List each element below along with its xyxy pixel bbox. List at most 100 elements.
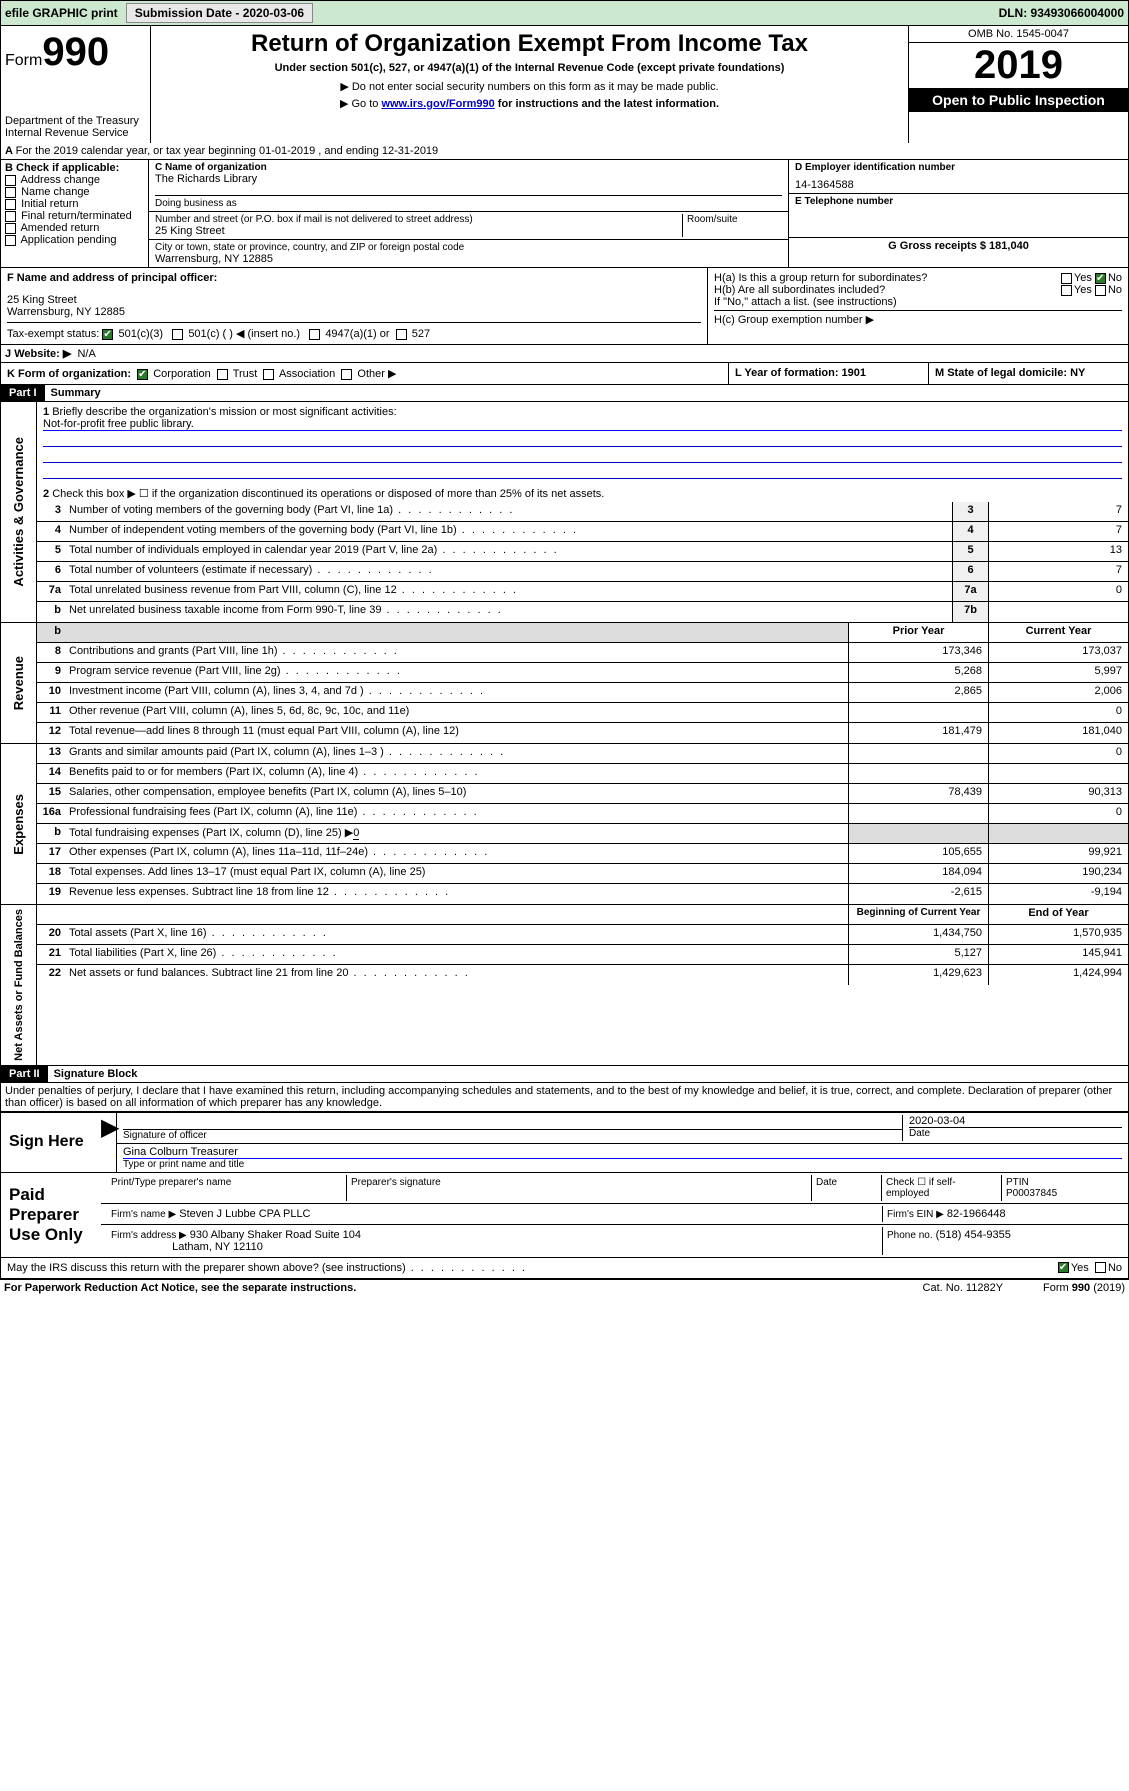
checkbox-501c[interactable]: [172, 329, 183, 340]
discuss-yes[interactable]: [1058, 1262, 1069, 1273]
l16b-desc: Total fundraising expenses (Part IX, col…: [65, 824, 848, 843]
l14-curr: [988, 764, 1128, 783]
k-other[interactable]: [341, 369, 352, 380]
tax-year: 2019: [909, 43, 1128, 88]
line-a-period: A For the 2019 calendar year, or tax yea…: [0, 143, 1129, 160]
l8-curr: 173,037: [988, 643, 1128, 662]
ptin-label: PTIN: [1006, 1177, 1029, 1188]
firm-phone: (518) 454-9355: [936, 1229, 1011, 1241]
checkbox-final-return[interactable]: Final return/terminated: [5, 210, 144, 222]
box-f: F Name and address of principal officer:…: [7, 272, 701, 318]
tax-status-label: Tax-exempt status:: [7, 328, 99, 340]
cb-addr-label: Address change: [20, 174, 100, 186]
hc-label: H(c) Group exemption number ▶: [714, 310, 1122, 326]
phone-label: E Telephone number: [795, 196, 1122, 207]
l6-val: 7: [988, 562, 1128, 581]
checkbox-501c3[interactable]: [102, 329, 113, 340]
l16b-val: 0: [353, 827, 359, 840]
k-label: K Form of organization:: [7, 368, 131, 380]
checkbox-name-change[interactable]: Name change: [5, 186, 144, 198]
page-footer: For Paperwork Reduction Act Notice, see …: [0, 1279, 1129, 1296]
prep-date-label: Date: [812, 1175, 882, 1201]
checkbox-4947[interactable]: [309, 329, 320, 340]
section-fh: F Name and address of principal officer:…: [0, 268, 1129, 345]
checkbox-app-pending[interactable]: Application pending: [5, 234, 144, 246]
checkbox-initial-return[interactable]: Initial return: [5, 198, 144, 210]
firm-ein-label: Firm's EIN ▶: [887, 1209, 944, 1220]
sign-here-label: Sign Here: [1, 1113, 101, 1172]
website-value: N/A: [77, 348, 95, 360]
l18-curr: 190,234: [988, 864, 1128, 883]
l20-prior: 1,434,750: [848, 925, 988, 944]
gross-receipts: G Gross receipts $ 181,040: [888, 240, 1029, 252]
k-assoc-label: Association: [279, 368, 335, 380]
k-corp-label: Corporation: [153, 368, 210, 380]
ha-no[interactable]: [1095, 273, 1106, 284]
line-a-text: For the 2019 calendar year, or tax year …: [16, 145, 439, 157]
l21-curr: 145,941: [988, 945, 1128, 964]
k-assoc[interactable]: [263, 369, 274, 380]
note-goto: ▶ Go to www.irs.gov/Form990 for instruct…: [155, 97, 904, 110]
checkbox-address-change[interactable]: Address change: [5, 174, 144, 186]
side-exp: Expenses: [9, 790, 28, 859]
k-trust-label: Trust: [233, 368, 258, 380]
l17-desc: Other expenses (Part IX, column (A), lin…: [65, 844, 848, 863]
cb-app-label: Application pending: [20, 234, 116, 246]
side-gov: Activities & Governance: [9, 433, 28, 591]
part1-header: Part I Summary: [0, 385, 1129, 402]
form-number: Form990: [5, 30, 146, 75]
l20-curr: 1,570,935: [988, 925, 1128, 944]
footer-right: Form 990 (2019): [1043, 1282, 1125, 1294]
cb-name-label: Name change: [21, 186, 90, 198]
checkbox-amended[interactable]: Amended return: [5, 222, 144, 234]
o-527: 527: [412, 328, 430, 340]
l18-desc: Total expenses. Add lines 13–17 (must eq…: [65, 864, 848, 883]
part2-header: Part II Signature Block: [0, 1066, 1129, 1083]
goto-pre: ▶ Go to: [340, 98, 381, 110]
form-header: Form990 Department of the Treasury Inter…: [0, 26, 1129, 143]
hb-no[interactable]: [1095, 285, 1106, 296]
discuss-no[interactable]: [1095, 1262, 1106, 1273]
l8-desc: Contributions and grants (Part VIII, lin…: [65, 643, 848, 662]
checkbox-527[interactable]: [396, 329, 407, 340]
l10-curr: 2,006: [988, 683, 1128, 702]
l20-desc: Total assets (Part X, line 16): [65, 925, 848, 944]
l7b-desc: Net unrelated business taxable income fr…: [65, 602, 952, 622]
ein-label: D Employer identification number: [795, 162, 1122, 173]
o-501c: 501(c) ( ) ◀ (insert no.): [188, 328, 300, 340]
l13-prior: [848, 744, 988, 763]
perjury-text: Under penalties of perjury, I declare th…: [0, 1083, 1129, 1111]
submission-date-button[interactable]: Submission Date - 2020-03-06: [126, 3, 313, 23]
l21-desc: Total liabilities (Part X, line 26): [65, 945, 848, 964]
hb-yes[interactable]: [1061, 285, 1072, 296]
note-ssn: ▶ Do not enter social security numbers o…: [155, 80, 904, 93]
part2-title: Signature Block: [48, 1066, 144, 1082]
goto-post: for instructions and the latest informat…: [495, 98, 719, 110]
mission-text: Not-for-profit free public library.: [43, 418, 1122, 431]
website-label: Website: ▶: [14, 348, 71, 360]
l9-desc: Program service revenue (Part VIII, line…: [65, 663, 848, 682]
ein-value: 14-1364588: [795, 179, 1122, 191]
sig-date-label: Date: [909, 1127, 1122, 1139]
paid-preparer-block: Paid Preparer Use Only Print/Type prepar…: [0, 1173, 1129, 1258]
prep-sig-label: Preparer's signature: [347, 1175, 812, 1201]
efile-label: efile GRAPHIC print: [5, 6, 118, 20]
ha-yes[interactable]: [1061, 273, 1072, 284]
l12-prior: 181,479: [848, 723, 988, 743]
l12-curr: 181,040: [988, 723, 1128, 743]
sig-officer-label: Signature of officer: [123, 1129, 902, 1141]
open-to-public: Open to Public Inspection: [909, 88, 1128, 112]
firm-addr-label: Firm's address ▶: [111, 1230, 187, 1241]
l22-curr: 1,424,994: [988, 965, 1128, 985]
o-4947: 4947(a)(1) or: [325, 328, 389, 340]
k-corp[interactable]: [137, 369, 148, 380]
officer-name: Gina Colburn Treasurer: [123, 1146, 1122, 1159]
irs-link[interactable]: www.irs.gov/Form990: [381, 98, 494, 110]
org-city: Warrensburg, NY 12885: [155, 253, 782, 265]
firm-addr2: Latham, NY 12110: [172, 1241, 263, 1253]
ha-label: H(a) Is this a group return for subordin…: [714, 272, 1061, 284]
l5-val: 13: [988, 542, 1128, 561]
l3-desc: Number of voting members of the governin…: [65, 502, 952, 521]
k-trust[interactable]: [217, 369, 228, 380]
l13-desc: Grants and similar amounts paid (Part IX…: [65, 744, 848, 763]
